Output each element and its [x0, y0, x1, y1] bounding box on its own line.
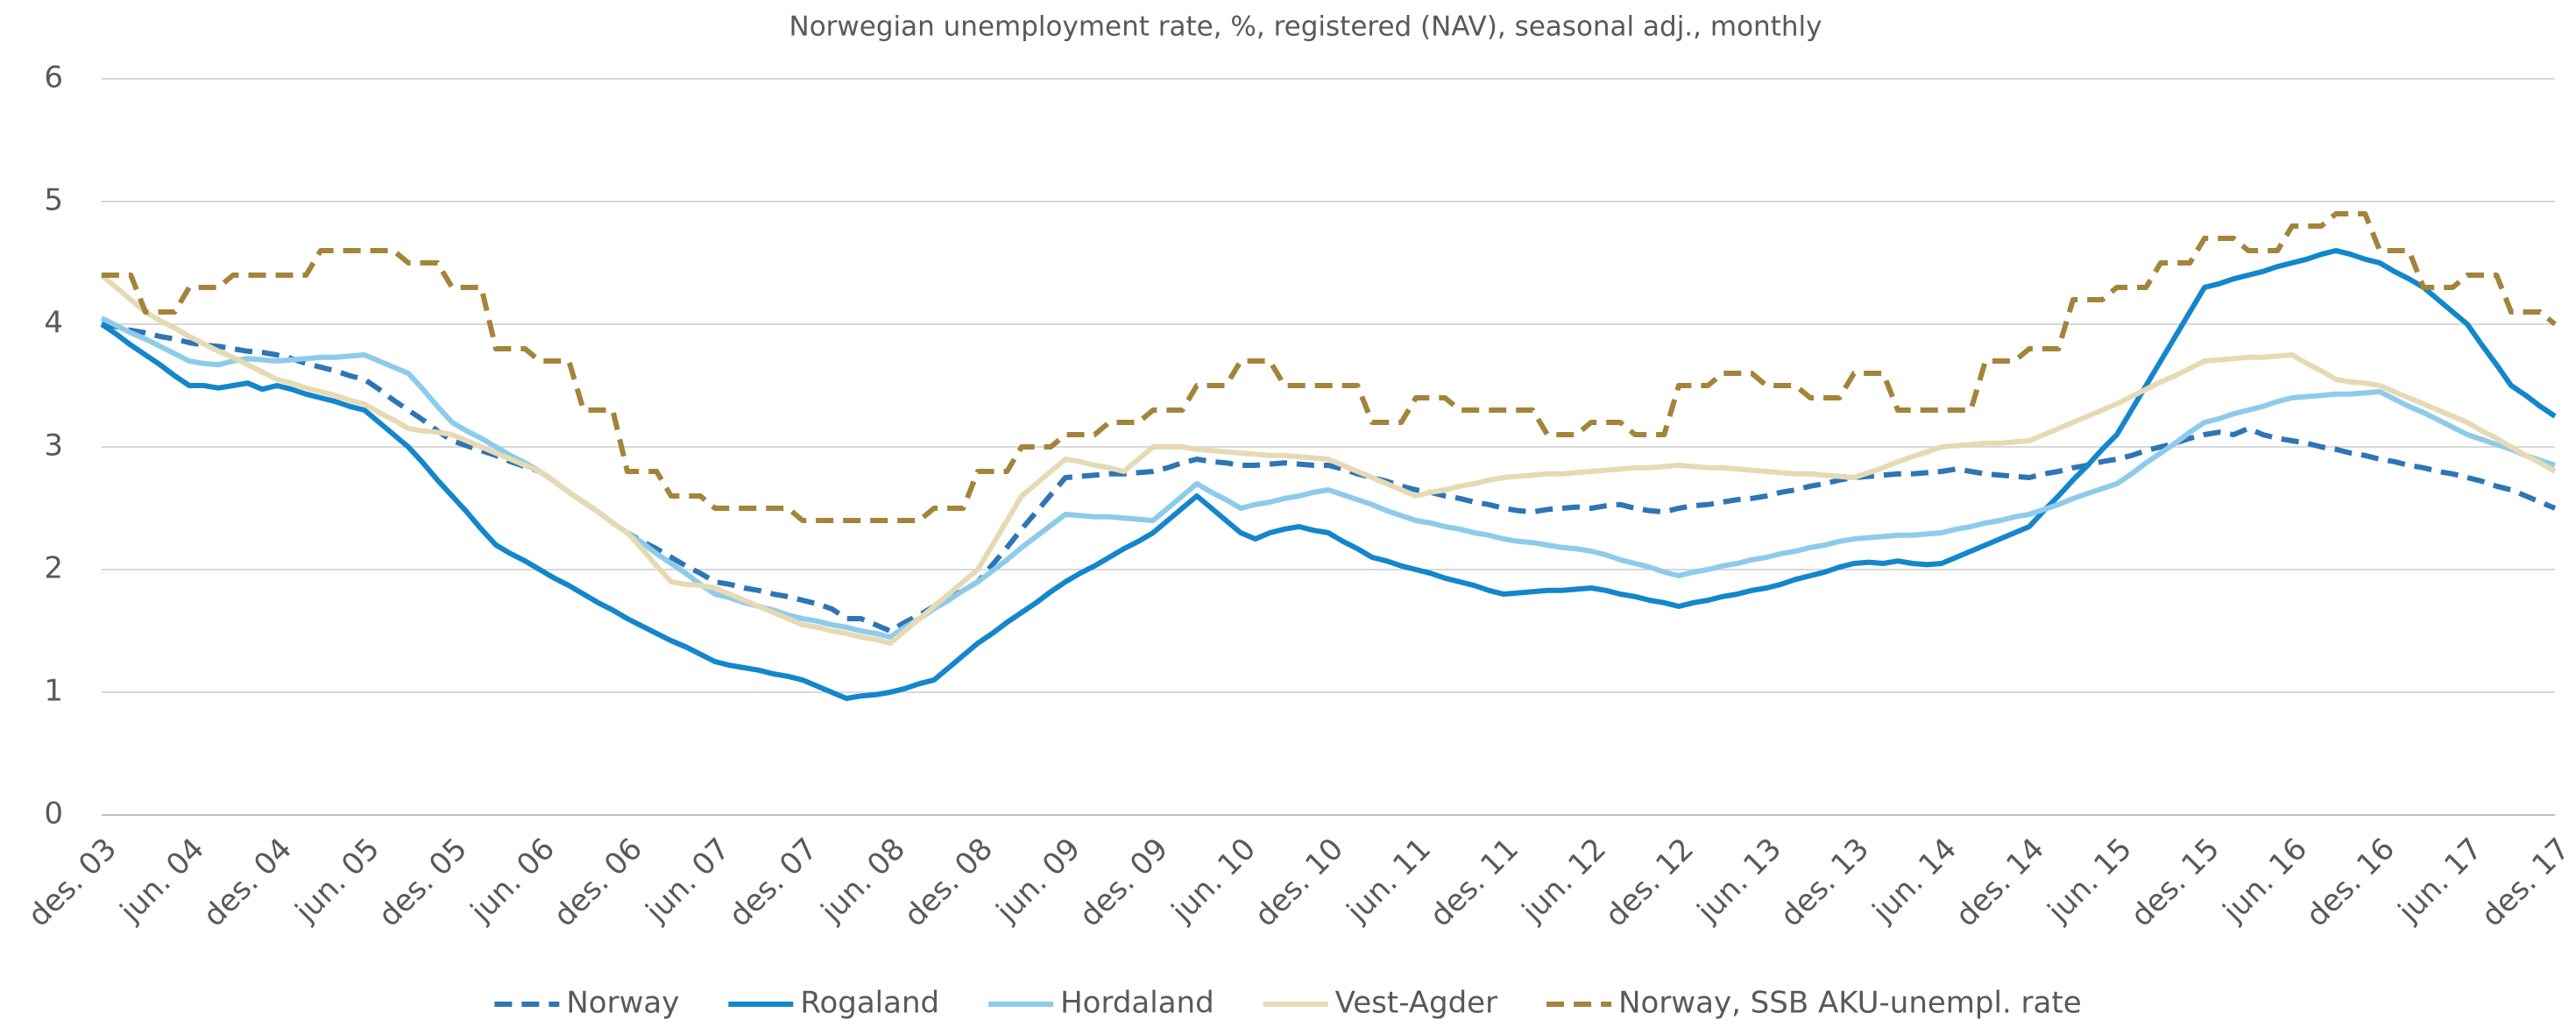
y-tick-label: 3 [44, 429, 63, 464]
series-line [100, 248, 2557, 701]
x-tick-label: des. 12 [1598, 832, 1701, 934]
series-line [100, 315, 2556, 640]
y-tick-label: 4 [44, 306, 63, 341]
x-tick-label: jun. 10 [1164, 832, 1263, 930]
chart-title: Norwegian unemployment rate, %, register… [789, 11, 1822, 43]
x-tick-label: des. 17 [2474, 832, 2576, 934]
x-tick-label: des. 03 [21, 832, 124, 934]
x-tick-label: des. 04 [196, 832, 299, 934]
x-tick-label: des. 05 [372, 832, 474, 934]
series-line [100, 273, 2557, 646]
x-tick-label: jun. 12 [1515, 832, 1613, 930]
legend-label: Rogaland [800, 986, 939, 1021]
x-tick-label: des. 09 [1072, 832, 1175, 934]
x-tick-label: jun. 05 [288, 832, 386, 930]
x-tick-label: des. 06 [547, 832, 649, 934]
legend-label: Vest-Agder [1335, 986, 1497, 1021]
x-tick-label: jun. 17 [2391, 832, 2489, 930]
x-tick-label: jun. 07 [639, 832, 737, 930]
x-tick-label: jun. 11 [1340, 832, 1438, 930]
x-tick-label: jun. 16 [2216, 832, 2314, 930]
x-tick-label: des. 14 [1949, 832, 2051, 934]
y-tick-label: 5 [44, 183, 63, 218]
x-tick-label: jun. 04 [113, 832, 211, 930]
y-tick-label: 0 [44, 797, 63, 832]
legend-label: Norway [566, 986, 679, 1021]
x-tick-label: des. 08 [897, 832, 1000, 934]
y-tick-label: 1 [44, 674, 63, 709]
x-tick-label: jun. 08 [814, 832, 912, 930]
x-tick-label: des. 15 [2124, 832, 2226, 934]
series-line [102, 211, 2557, 523]
x-tick-label: des. 10 [1248, 832, 1350, 934]
x-tick-label: jun. 15 [2041, 832, 2139, 930]
x-tick-label: jun. 13 [1690, 832, 1788, 930]
x-tick-label: jun. 09 [989, 832, 1087, 930]
x-tick-label: jun. 06 [464, 832, 562, 930]
y-tick-label: 2 [44, 551, 63, 586]
y-tick-label: 6 [44, 60, 63, 96]
x-tick-label: jun. 14 [1865, 832, 1964, 930]
x-tick-label: des. 16 [2299, 832, 2402, 934]
legend: Norway Rogaland Hordaland Vest-Agder Norway,… [494, 986, 2082, 1021]
x-tick-label: des. 07 [722, 832, 824, 934]
x-tick-label: des. 13 [1773, 832, 1876, 934]
legend-label: Hordaland [1060, 986, 1214, 1021]
legend-label: Norway, SSB AKU-unempl. rate [1618, 986, 2082, 1021]
x-tick-label: des. 11 [1423, 832, 1525, 934]
